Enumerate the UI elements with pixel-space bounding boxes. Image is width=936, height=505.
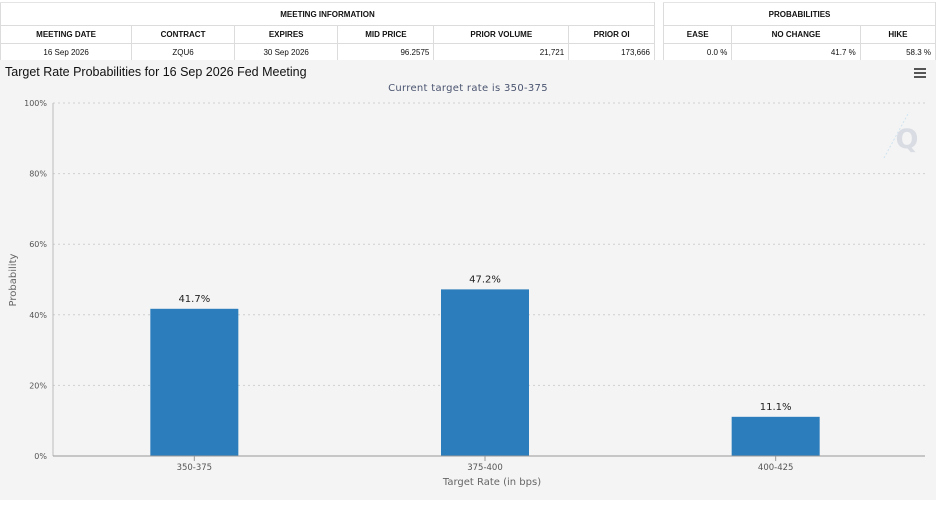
y-tick-label: 0% <box>34 452 47 461</box>
bar-chart: Q 41.7% 47.2% 11.1% 0% 20% 40% 60% 80% 100% 350-… <box>8 99 925 488</box>
axes: 0% 20% 40% 60% 80% 100% 350-375 375-400 400-425 <box>24 99 925 473</box>
column-header-expires: EXPIRES <box>233 25 339 44</box>
data-label: 41.7% <box>178 294 210 305</box>
meeting-information-table: MEETING INFORMATION MEETING DATE CONTRAC… <box>0 2 655 62</box>
y-tick-label: 20% <box>29 381 47 390</box>
probabilities-header: PROBABILITIES <box>663 2 936 26</box>
contract-cell: ZQU6 <box>131 43 235 62</box>
mid-price-cell: 96.2575 <box>337 43 435 62</box>
bars: 41.7% 47.2% 11.1% <box>150 274 820 456</box>
y-tick-label: 60% <box>29 240 47 249</box>
data-label: 11.1% <box>760 402 792 413</box>
chart-title: Target Rate Probabilities for 16 Sep 202… <box>5 65 307 79</box>
watermark-logo: Q <box>883 111 919 159</box>
prior-oi-cell: 173,666 <box>568 43 655 62</box>
x-tick-label: 350-375 <box>177 463 213 473</box>
chart-subtitle: Current target rate is 350-375 <box>388 83 548 94</box>
table-row: 16 Sep 2026 ZQU6 30 Sep 2026 96.2575 21,… <box>0 43 655 62</box>
y-tick-label: 40% <box>29 311 47 320</box>
column-header-hike: HIKE <box>859 25 936 44</box>
meeting-information-header: MEETING INFORMATION <box>0 2 655 26</box>
column-header-mid-price: MID PRICE <box>337 25 435 44</box>
ease-cell: 0.0 % <box>662 43 733 62</box>
column-header-ease: EASE <box>662 25 733 44</box>
column-header-meeting-date: MEETING DATE <box>0 25 133 44</box>
bar <box>731 416 820 456</box>
y-tick-label: 80% <box>29 170 47 179</box>
data-label: 47.2% <box>469 274 501 285</box>
column-header-prior-oi: PRIOR OI <box>568 25 655 44</box>
expires-cell: 30 Sep 2026 <box>233 43 339 62</box>
bar <box>441 289 529 456</box>
prior-volume-cell: 21,721 <box>433 43 570 62</box>
chart-panel: Q 41.7% 47.2% 11.1% 0% 20% 40% 60% 80% 100% 350-… <box>0 60 936 500</box>
table-row: 0.0 % 41.7 % 58.3 % <box>662 43 936 62</box>
column-header-no-change: NO CHANGE <box>731 25 861 44</box>
column-header-prior-volume: PRIOR VOLUME <box>433 25 570 44</box>
watermark-text: Q <box>896 124 919 155</box>
x-tick-label: 400-425 <box>758 463 794 473</box>
x-tick-label: 375-400 <box>467 463 503 473</box>
probabilities-table: PROBABILITIES EASE NO CHANGE HIKE 0.0 % … <box>662 2 936 62</box>
x-axis-title: Target Rate (in bps) <box>442 477 541 488</box>
bar <box>150 308 239 456</box>
hike-cell: 58.3 % <box>859 43 936 62</box>
no-change-cell: 41.7 % <box>731 43 861 62</box>
hamburger-menu-icon[interactable] <box>914 68 926 78</box>
y-tick-label: 100% <box>24 99 47 108</box>
y-axis-title: Probability <box>8 253 19 306</box>
column-header-contract: CONTRACT <box>131 25 235 44</box>
meeting-date-cell: 16 Sep 2026 <box>0 43 133 62</box>
